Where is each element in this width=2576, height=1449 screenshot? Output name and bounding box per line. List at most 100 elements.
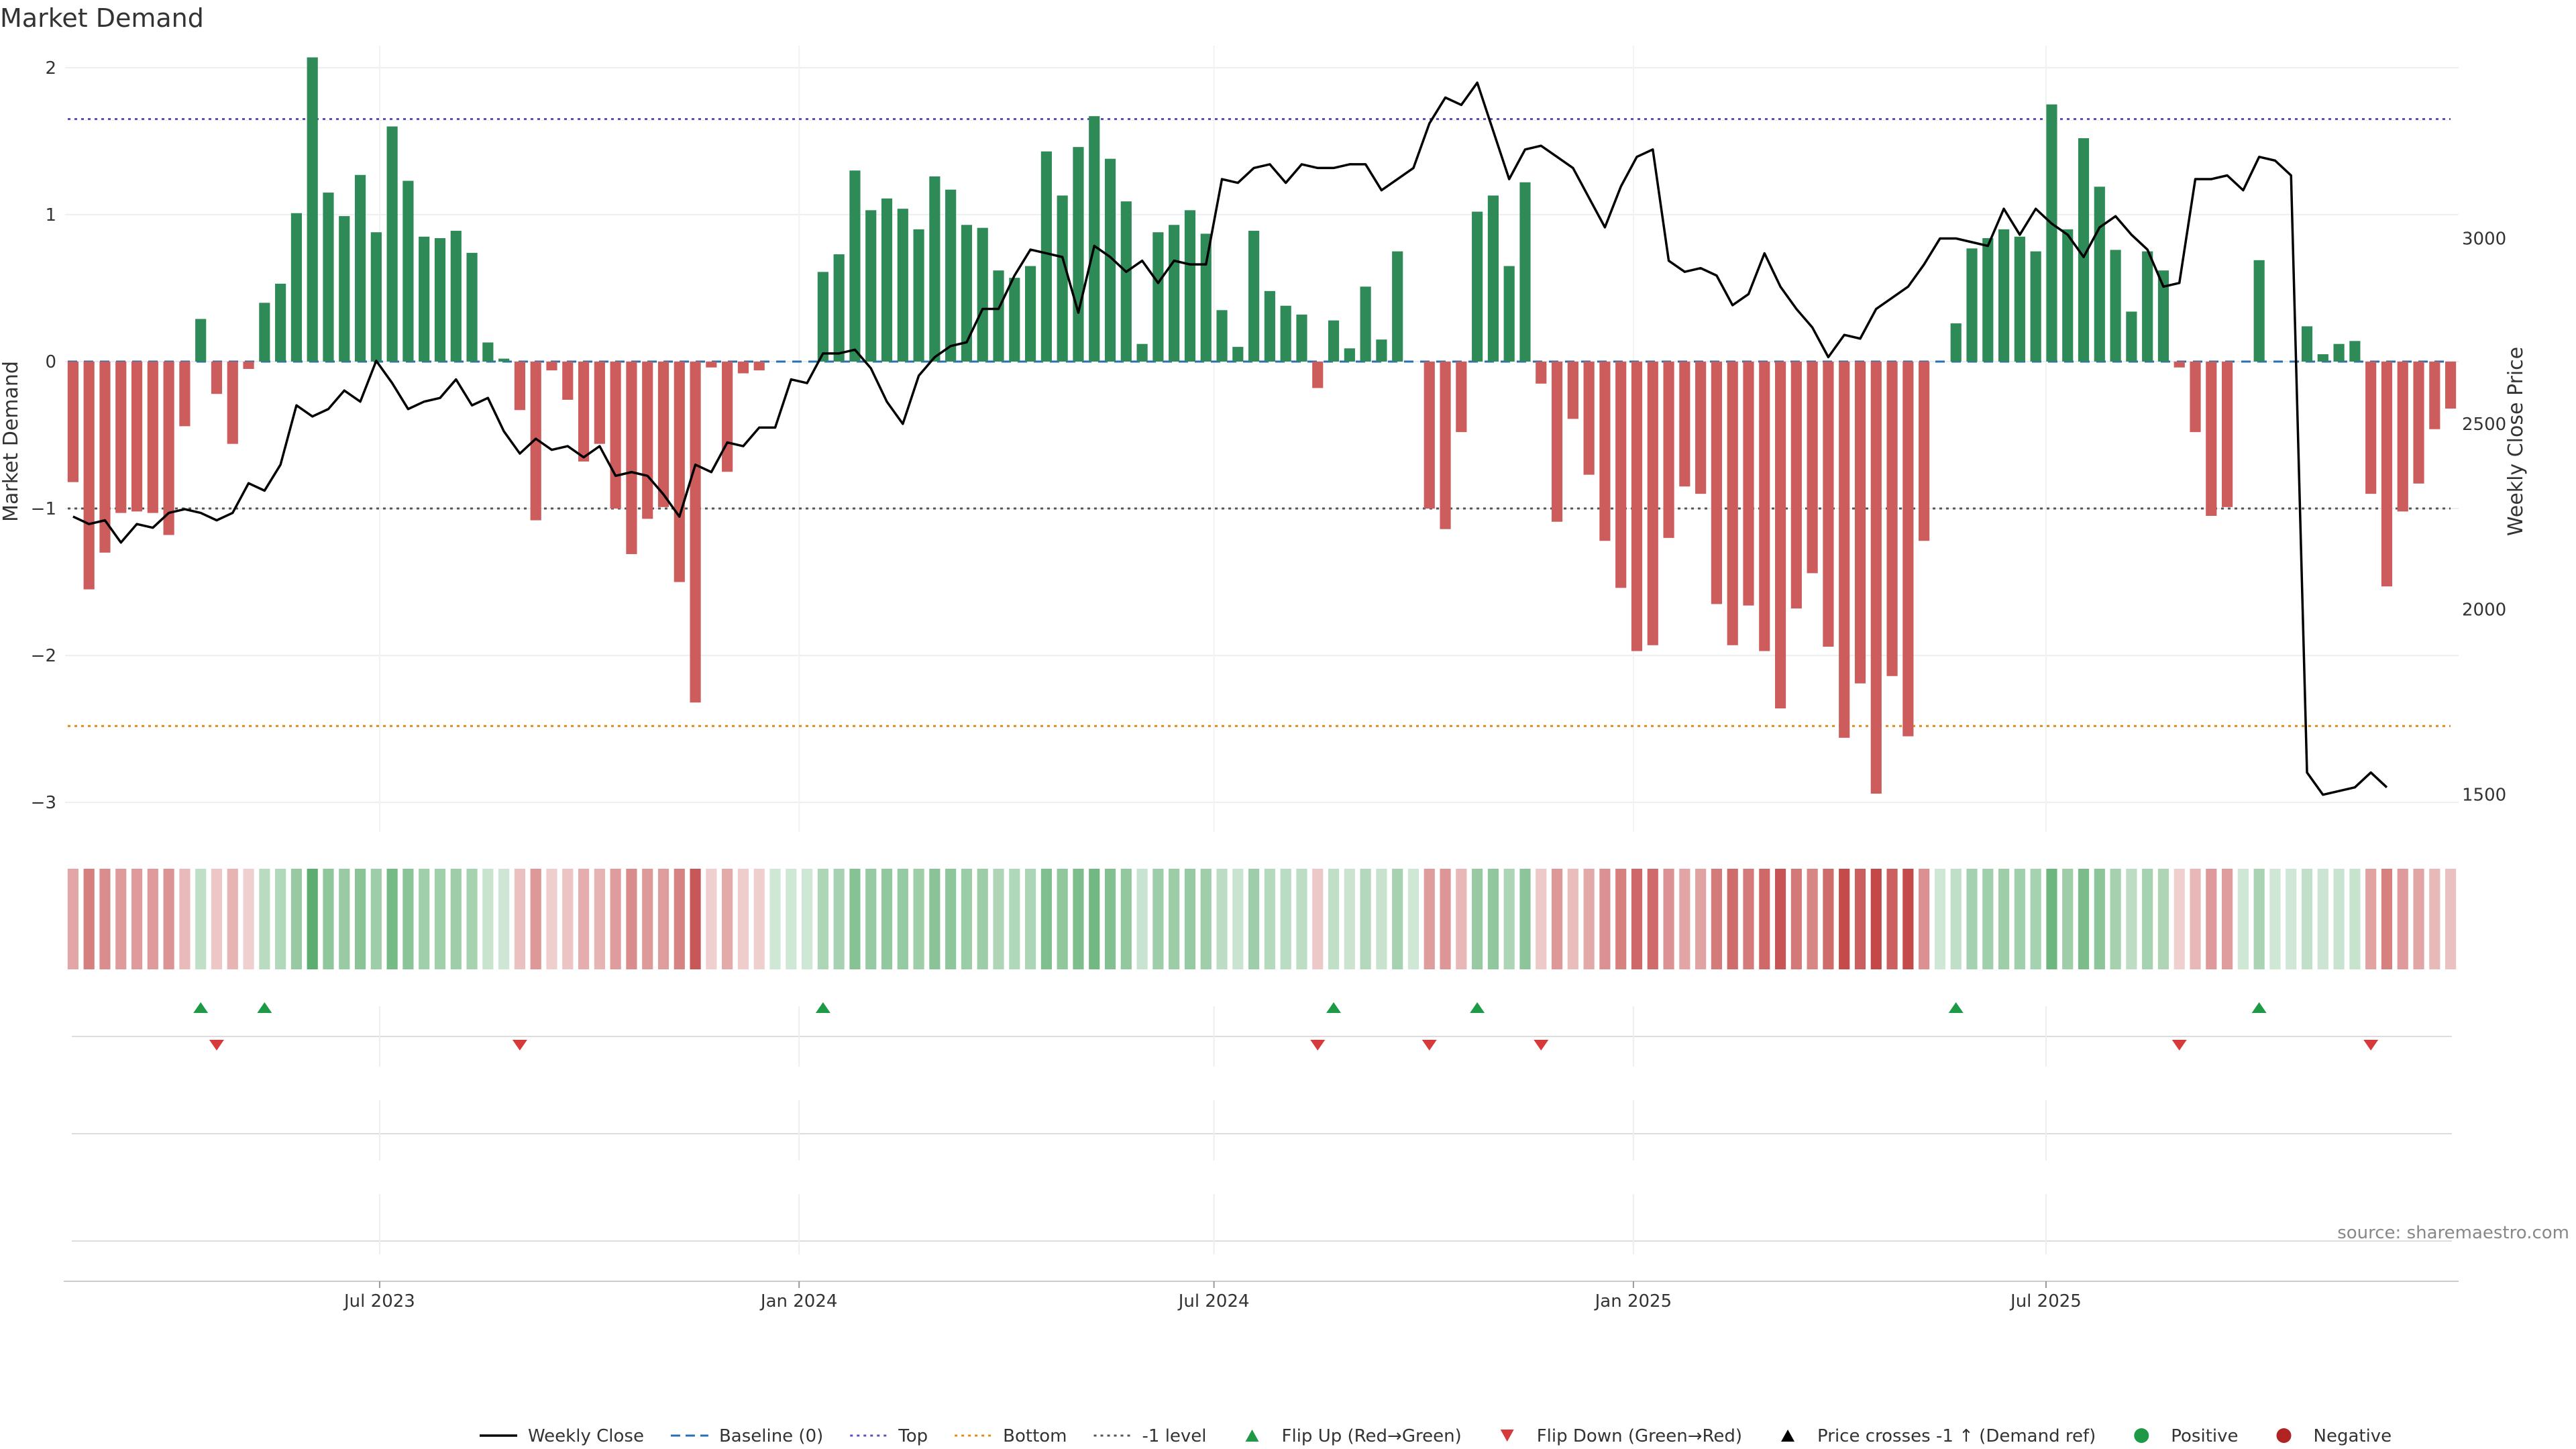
heat-cell bbox=[1663, 869, 1674, 969]
legend-label: Positive bbox=[2171, 1426, 2238, 1446]
flip-up-marker bbox=[1470, 1002, 1485, 1013]
demand-bar bbox=[307, 57, 318, 362]
heat-cell bbox=[2078, 869, 2090, 969]
heat-cell bbox=[2349, 869, 2361, 969]
demand-bar bbox=[897, 209, 908, 362]
heat-cell bbox=[1312, 869, 1324, 969]
demand-bar bbox=[1519, 182, 1531, 362]
demand-bar bbox=[2349, 341, 2361, 362]
demand-bar bbox=[1727, 361, 1738, 645]
legend-item: Negative bbox=[2276, 1426, 2392, 1446]
demand-bar bbox=[833, 254, 845, 362]
demand-bar bbox=[1807, 361, 1818, 574]
heat-cell bbox=[1120, 869, 1132, 969]
right-axis-label: Weekly Close Price bbox=[2504, 347, 2528, 536]
heat-cell bbox=[147, 869, 158, 969]
heat-cell bbox=[1440, 869, 1451, 969]
demand-bar bbox=[147, 361, 158, 513]
demand-bar bbox=[99, 361, 111, 553]
demand-bar bbox=[1663, 361, 1674, 538]
demand-bar bbox=[993, 270, 1004, 362]
heat-cell bbox=[1615, 869, 1627, 969]
demand-bar bbox=[2206, 361, 2217, 517]
heat-cell bbox=[1392, 869, 1403, 969]
demand-bar bbox=[2301, 326, 2313, 362]
demand-bar bbox=[131, 361, 143, 512]
demand-bar bbox=[1472, 211, 1483, 362]
demand-bar bbox=[2253, 260, 2265, 362]
flip-up-marker bbox=[815, 1002, 830, 1013]
demand-bar bbox=[1248, 231, 1260, 362]
heat-cell bbox=[897, 869, 908, 969]
heat-cell bbox=[1679, 869, 1690, 969]
heat-cell bbox=[2269, 869, 2281, 969]
demand-bar bbox=[722, 361, 733, 472]
demand-bar bbox=[1743, 361, 1754, 606]
demand-bar bbox=[1344, 348, 1355, 362]
heat-cell bbox=[450, 869, 462, 969]
heat-cell bbox=[753, 869, 765, 969]
demand-bar bbox=[482, 342, 494, 362]
demand-bar bbox=[610, 361, 621, 509]
heat-cell bbox=[1567, 869, 1578, 969]
heat-cell bbox=[594, 869, 605, 969]
demand-bar bbox=[1280, 305, 1291, 362]
x-tick-label: Jul 2023 bbox=[343, 1291, 415, 1311]
heat-cell bbox=[275, 869, 286, 969]
demand-bar bbox=[2429, 361, 2440, 429]
heat-cell bbox=[2157, 869, 2169, 969]
flip-down-marker bbox=[1421, 1040, 1437, 1051]
heat-cell bbox=[434, 869, 446, 969]
demand-bar bbox=[706, 361, 717, 368]
demand-bar bbox=[434, 237, 446, 362]
heat-cell bbox=[1599, 869, 1611, 969]
heat-cell bbox=[1376, 869, 1387, 969]
legend-label: Flip Up (Red→Green) bbox=[1282, 1426, 1462, 1446]
legend-item: -1 level bbox=[1093, 1426, 1207, 1446]
heat-cell bbox=[259, 869, 270, 969]
heat-cell bbox=[769, 869, 781, 969]
heat-cell bbox=[243, 869, 254, 969]
legend-item: Baseline (0) bbox=[670, 1426, 823, 1446]
heat-cell bbox=[881, 869, 893, 969]
demand-bar bbox=[2365, 361, 2377, 494]
demand-bar bbox=[626, 361, 637, 554]
heat-cell bbox=[578, 869, 590, 969]
heat-cell bbox=[323, 869, 334, 969]
heat-cell bbox=[1807, 869, 1818, 969]
heat-cell bbox=[961, 869, 973, 969]
flip-down-marker bbox=[2171, 1040, 2187, 1051]
demand-bar bbox=[1615, 361, 1627, 588]
heat-cell bbox=[1886, 869, 1898, 969]
heat-cell bbox=[1360, 869, 1371, 969]
weekly-close-path bbox=[72, 81, 2388, 796]
heat-cell bbox=[2317, 869, 2328, 969]
demand-bar bbox=[1360, 286, 1371, 362]
heat-cell bbox=[977, 869, 988, 969]
flip-up-marker bbox=[1948, 1002, 1964, 1013]
heat-cell bbox=[131, 869, 143, 969]
legend: Weekly Close Baseline (0) Top Bottom -1 leve… bbox=[480, 1426, 2392, 1446]
heat-cell bbox=[2014, 869, 2025, 969]
heat-cell bbox=[530, 869, 541, 969]
heat-cell bbox=[1519, 869, 1531, 969]
demand-bar bbox=[323, 193, 334, 362]
heat-cell bbox=[1711, 869, 1723, 969]
demand-bar bbox=[1200, 233, 1212, 362]
demand-bar bbox=[1136, 343, 1148, 362]
demand-bar bbox=[2110, 250, 2121, 362]
demand-bar bbox=[115, 361, 127, 513]
demand-bar bbox=[339, 216, 350, 362]
heat-cell bbox=[1982, 869, 1994, 969]
demand-bar bbox=[1998, 229, 2010, 362]
x-axis-ticks: Jul 2023 Jan 2024 Jul 2024 Jan 2025 Jul 2025 bbox=[343, 1281, 2082, 1311]
demand-bar bbox=[1328, 320, 1340, 362]
demand-bar bbox=[578, 361, 590, 462]
heat-cell bbox=[945, 869, 957, 969]
demand-bar bbox=[2126, 311, 2137, 362]
demand-bar bbox=[1902, 361, 1914, 737]
left-axis-label: Market Demand bbox=[0, 361, 23, 522]
demand-bar bbox=[1567, 361, 1578, 419]
heat-cell bbox=[2222, 869, 2233, 969]
demand-bar bbox=[690, 361, 701, 703]
